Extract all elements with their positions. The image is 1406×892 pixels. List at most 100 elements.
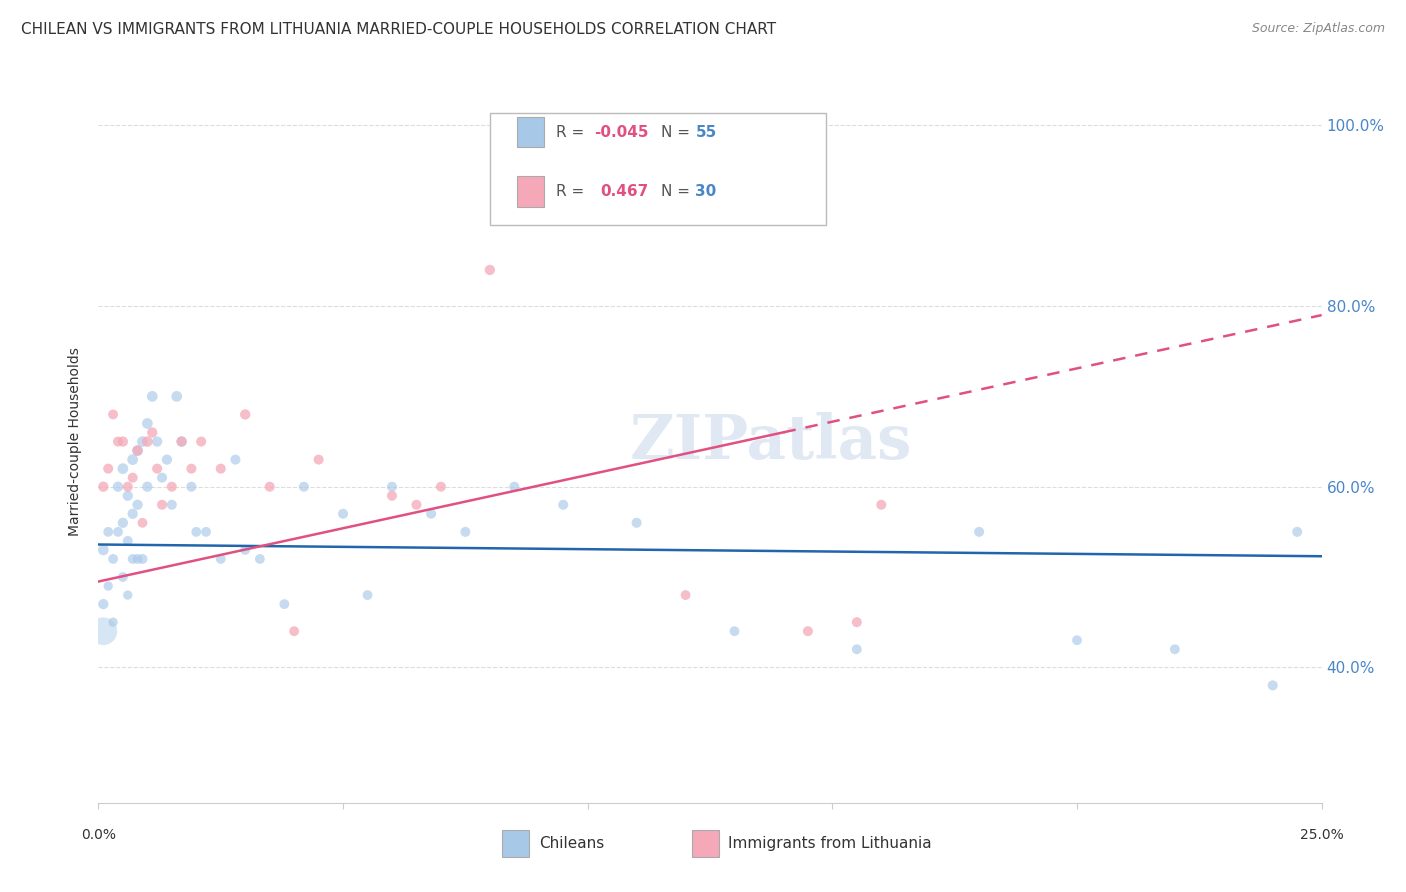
Point [91, 624, 114, 639]
Point [160, 498, 183, 512]
Point [180, 480, 202, 494]
Point [356, 588, 378, 602]
Y-axis label: Married-couple Households: Married-couple Households [69, 347, 83, 536]
Text: N =: N = [661, 184, 695, 199]
Point [845, 642, 868, 657]
FancyBboxPatch shape [692, 830, 718, 857]
Point [224, 452, 246, 467]
Point [308, 452, 330, 467]
Point [1286, 524, 1309, 539]
Point [967, 524, 990, 539]
Text: R =: R = [555, 125, 589, 140]
Point [190, 434, 212, 449]
Point [273, 597, 295, 611]
Point [209, 552, 232, 566]
Point [156, 452, 179, 467]
Point [91, 542, 114, 557]
Point [723, 624, 745, 639]
Point [381, 489, 404, 503]
Point [127, 443, 149, 458]
Point [180, 461, 202, 475]
Point [91, 480, 114, 494]
Text: 0.467: 0.467 [600, 184, 648, 199]
Point [626, 516, 648, 530]
FancyBboxPatch shape [489, 112, 827, 225]
Point [136, 480, 159, 494]
Point [1164, 642, 1187, 657]
Text: N =: N = [661, 125, 695, 140]
Point [797, 624, 820, 639]
Point [131, 516, 153, 530]
Point [111, 516, 134, 530]
Point [1066, 633, 1088, 648]
Point [150, 498, 173, 512]
Point [136, 417, 159, 431]
Point [111, 461, 134, 475]
Point [141, 425, 163, 440]
Point [107, 480, 129, 494]
Point [111, 570, 134, 584]
Point [170, 434, 193, 449]
Point [1261, 678, 1284, 692]
Point [91, 597, 114, 611]
Text: Immigrants from Lithuania: Immigrants from Lithuania [728, 836, 932, 851]
Point [97, 579, 120, 593]
Point [146, 461, 169, 475]
Point [430, 480, 453, 494]
FancyBboxPatch shape [502, 830, 529, 857]
Point [381, 480, 404, 494]
Text: Source: ZipAtlas.com: Source: ZipAtlas.com [1251, 22, 1385, 36]
Point [146, 434, 169, 449]
Point [503, 480, 526, 494]
Point [107, 524, 129, 539]
Point [845, 615, 868, 630]
Text: 0.0%: 0.0% [82, 828, 115, 842]
Point [97, 524, 120, 539]
Point [121, 507, 143, 521]
Point [121, 471, 143, 485]
Point [233, 542, 256, 557]
Point [101, 552, 124, 566]
Point [117, 588, 139, 602]
Point [97, 461, 120, 475]
Point [121, 452, 143, 467]
Point [249, 552, 271, 566]
FancyBboxPatch shape [517, 177, 544, 207]
Text: -0.045: -0.045 [593, 125, 648, 140]
Point [332, 507, 354, 521]
Text: 30: 30 [696, 184, 717, 199]
Point [454, 524, 477, 539]
Point [209, 461, 232, 475]
Point [111, 434, 134, 449]
Point [259, 480, 281, 494]
Text: ZIPatlas: ZIPatlas [630, 411, 912, 472]
Point [405, 498, 427, 512]
Point [101, 615, 124, 630]
Point [127, 498, 149, 512]
Point [870, 498, 893, 512]
Point [283, 624, 305, 639]
Point [127, 443, 149, 458]
Text: CHILEAN VS IMMIGRANTS FROM LITHUANIA MARRIED-COUPLE HOUSEHOLDS CORRELATION CHART: CHILEAN VS IMMIGRANTS FROM LITHUANIA MAR… [21, 22, 776, 37]
Point [117, 533, 139, 548]
FancyBboxPatch shape [517, 117, 544, 147]
Point [160, 480, 183, 494]
Point [131, 434, 153, 449]
Point [150, 471, 173, 485]
Point [117, 480, 139, 494]
Point [478, 263, 501, 277]
Point [117, 489, 139, 503]
Point [136, 434, 159, 449]
Point [101, 408, 124, 422]
Text: Chileans: Chileans [538, 836, 605, 851]
Text: R =: R = [555, 184, 593, 199]
Point [127, 552, 149, 566]
Text: 55: 55 [696, 125, 717, 140]
Point [186, 524, 208, 539]
Point [233, 408, 256, 422]
Point [141, 389, 163, 403]
Point [121, 552, 143, 566]
Point [107, 434, 129, 449]
Text: 25.0%: 25.0% [1299, 828, 1344, 842]
Point [166, 389, 188, 403]
